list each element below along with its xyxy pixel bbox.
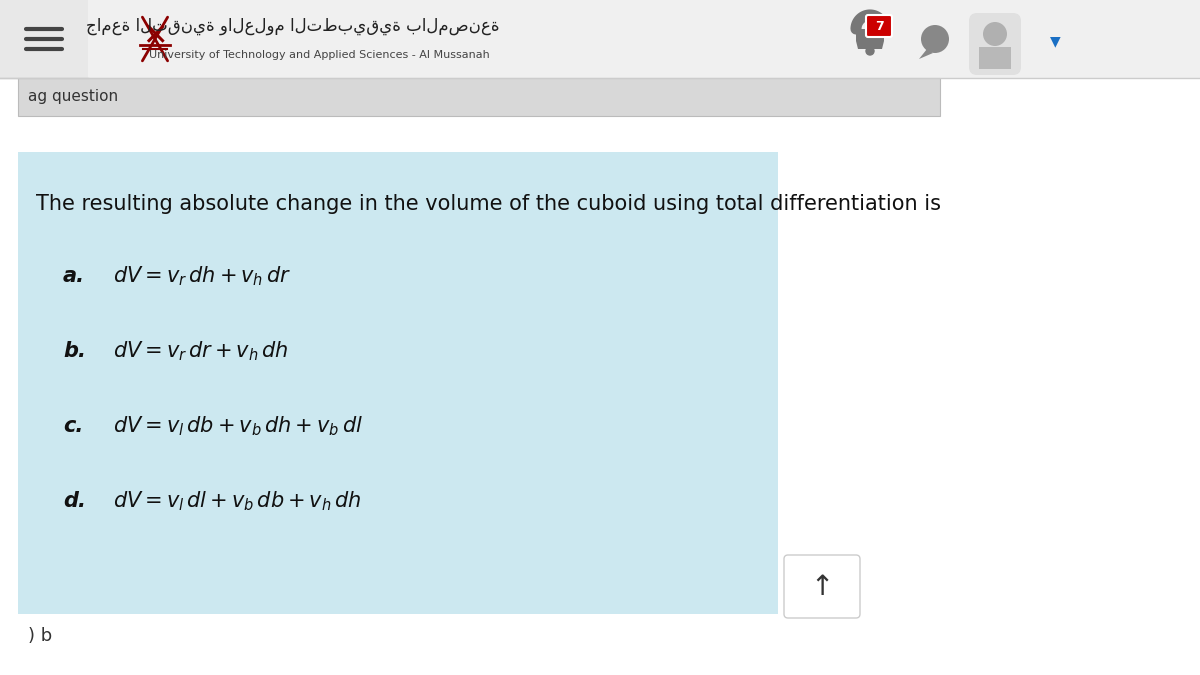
FancyBboxPatch shape bbox=[0, 0, 1200, 78]
Text: 7: 7 bbox=[875, 20, 883, 32]
Circle shape bbox=[866, 47, 874, 55]
Text: University of Technology and Applied Sciences - Al Mussanah: University of Technology and Applied Sci… bbox=[149, 49, 490, 59]
Text: d.: d. bbox=[64, 491, 86, 511]
Circle shape bbox=[985, 25, 1006, 45]
FancyBboxPatch shape bbox=[18, 78, 940, 116]
Polygon shape bbox=[856, 29, 884, 49]
Text: ✕: ✕ bbox=[143, 22, 168, 51]
Text: c.: c. bbox=[64, 416, 83, 436]
Text: a.: a. bbox=[64, 266, 85, 286]
Text: The resulting absolute change in the volume of the cuboid using total differenti: The resulting absolute change in the vol… bbox=[36, 194, 941, 214]
Text: $dV =v_r\, dr+ v_h\, dh$: $dV =v_r\, dr+ v_h\, dh$ bbox=[113, 340, 289, 362]
Text: $dV =v_r\, dh+ v_h\, dr$: $dV =v_r\, dh+ v_h\, dr$ bbox=[113, 264, 292, 288]
Text: ↑: ↑ bbox=[810, 573, 834, 601]
Text: b.: b. bbox=[64, 341, 86, 361]
Text: ) b: ) b bbox=[28, 627, 53, 645]
FancyBboxPatch shape bbox=[970, 13, 1021, 75]
FancyBboxPatch shape bbox=[866, 15, 892, 37]
Circle shape bbox=[983, 22, 1007, 46]
FancyBboxPatch shape bbox=[979, 47, 1010, 69]
Text: $dV =v_l\, dl+ v_b\, db +v_h\, dh$: $dV =v_l\, dl+ v_b\, db +v_h\, dh$ bbox=[113, 489, 361, 513]
FancyBboxPatch shape bbox=[18, 152, 778, 614]
Text: ▼: ▼ bbox=[1050, 34, 1061, 48]
Circle shape bbox=[922, 25, 949, 53]
Polygon shape bbox=[919, 49, 934, 59]
Text: $dV =v_l\, db+ v_b\, dh +v_b\, dl$: $dV =v_l\, db+ v_b\, dh +v_b\, dl$ bbox=[113, 414, 362, 438]
FancyBboxPatch shape bbox=[0, 0, 88, 78]
FancyBboxPatch shape bbox=[784, 555, 860, 618]
Text: جامعة التقنية والعلوم التطبيقية بالمصنعة: جامعة التقنية والعلوم التطبيقية بالمصنعة bbox=[86, 17, 500, 34]
Text: ag question: ag question bbox=[28, 90, 118, 105]
